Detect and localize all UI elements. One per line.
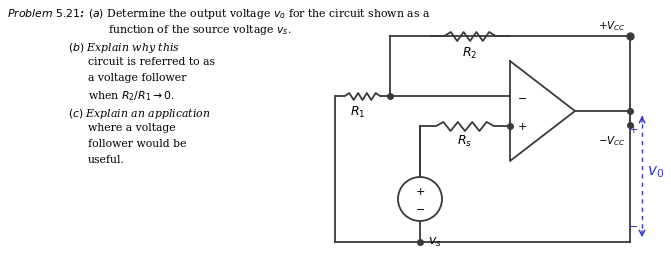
- Text: +: +: [415, 186, 425, 196]
- Text: $+V_{CC}$: $+V_{CC}$: [598, 19, 626, 33]
- Text: $R_2$: $R_2$: [462, 46, 478, 61]
- Text: circuit is referred to as: circuit is referred to as: [88, 57, 215, 67]
- Text: $v_{\rm 0}$: $v_{\rm 0}$: [647, 164, 664, 180]
- Text: a voltage follower: a voltage follower: [88, 73, 187, 83]
- Text: +: +: [629, 124, 638, 134]
- Text: $(c)$ Explain an application: $(c)$ Explain an application: [68, 107, 211, 121]
- Text: $-$: $-$: [517, 92, 527, 102]
- Text: $v_s$: $v_s$: [428, 235, 442, 248]
- Text: $-V_{CC}$: $-V_{CC}$: [598, 133, 626, 147]
- Text: $-$: $-$: [628, 219, 638, 229]
- Text: useful.: useful.: [88, 154, 125, 164]
- Text: $R_1$: $R_1$: [350, 105, 365, 120]
- Text: $(b)$ Explain why this: $(b)$ Explain why this: [68, 41, 180, 55]
- Text: $R_s$: $R_s$: [458, 133, 472, 149]
- Text: $-$: $-$: [415, 202, 425, 212]
- Text: when $R_2/R_1 \rightarrow 0$.: when $R_2/R_1 \rightarrow 0$.: [88, 89, 175, 102]
- Text: $\it{Problem\ 5.21}$:: $\it{Problem\ 5.21}$:: [7, 7, 85, 19]
- Text: where a voltage: where a voltage: [88, 122, 176, 133]
- Text: function of the source voltage $v_s$.: function of the source voltage $v_s$.: [108, 23, 291, 37]
- Text: $+$: $+$: [517, 121, 527, 132]
- Text: $(a)$ Determine the output voltage $v_o$ for the circuit shown as a: $(a)$ Determine the output voltage $v_o$…: [88, 7, 430, 21]
- Text: follower would be: follower would be: [88, 138, 187, 148]
